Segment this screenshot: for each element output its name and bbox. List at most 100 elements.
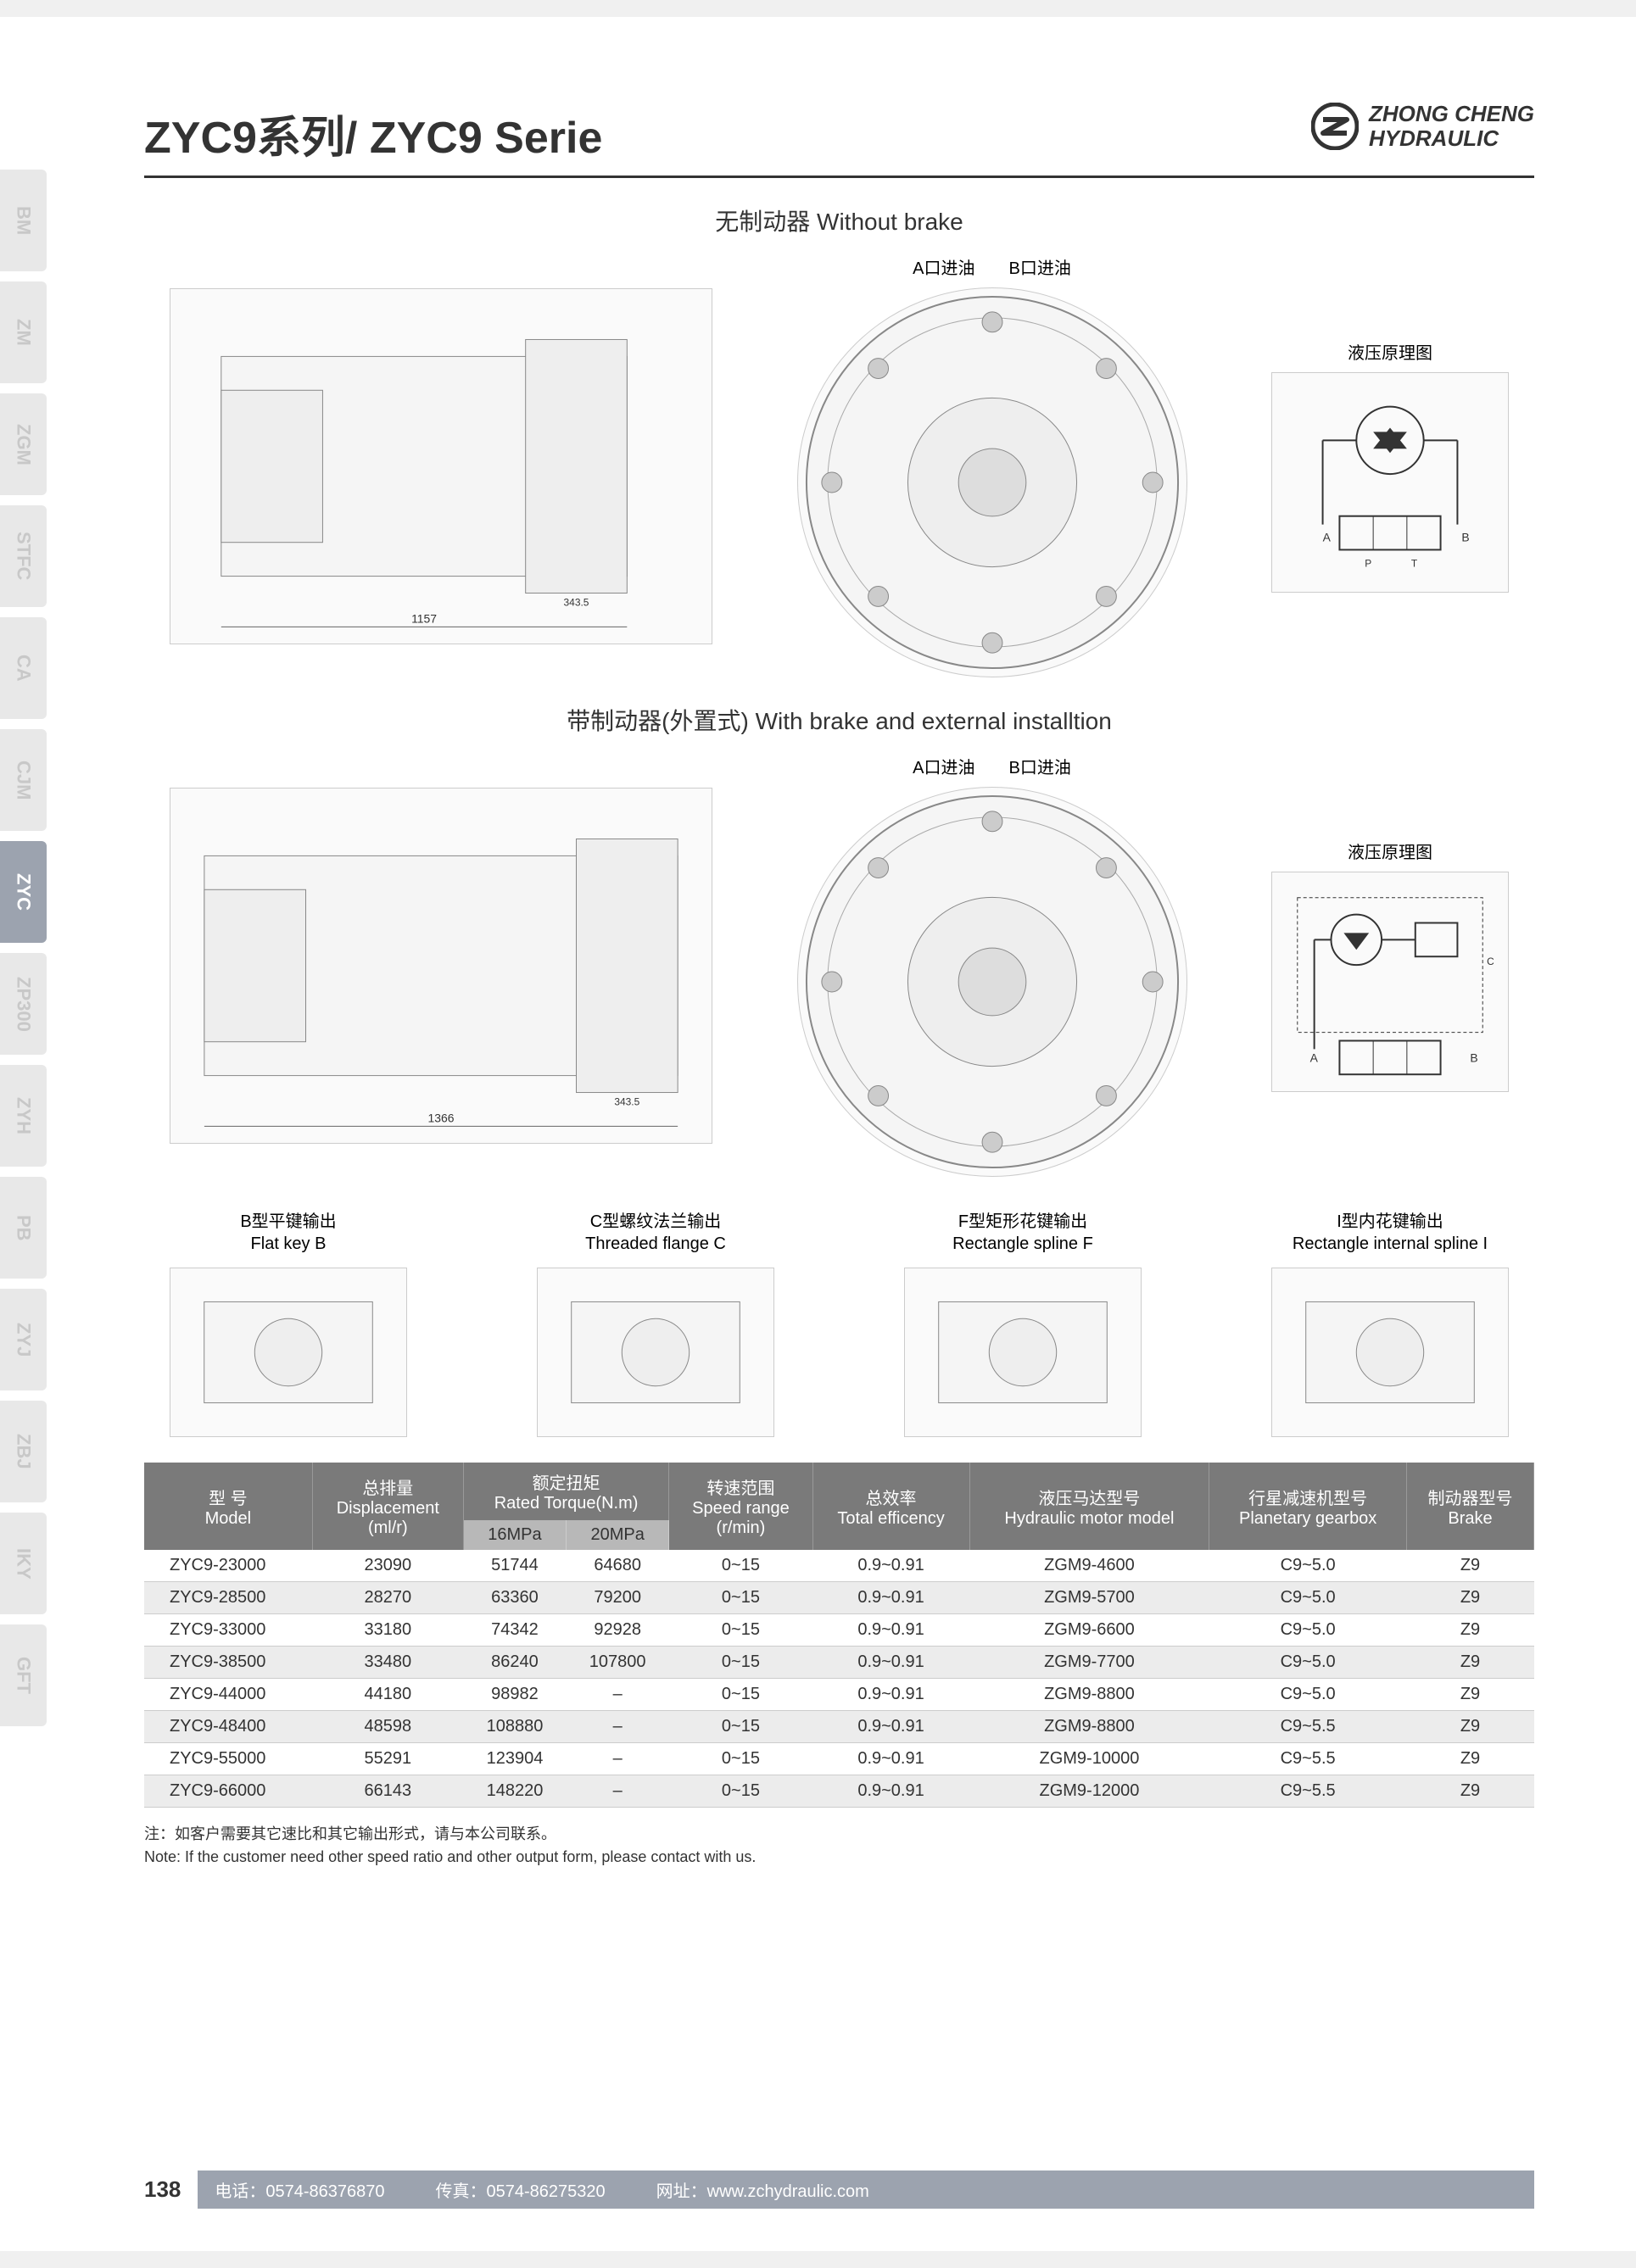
th-20mpa: 20MPa (567, 1520, 669, 1550)
output-type-1: C型螺纹法兰输出Threaded flange C (537, 1211, 774, 1437)
sidebar-tab-cjm[interactable]: CJM (0, 729, 47, 831)
cell-gear: C9~5.0 (1209, 1582, 1407, 1614)
cell-gear: C9~5.0 (1209, 1679, 1407, 1711)
section-title-with-brake: 带制动器(外置式) With brake and external instal… (144, 703, 1534, 737)
table-row: ZYC9-4840048598108880–0~150.9~0.91ZGM9-8… (144, 1711, 1534, 1743)
cell-brake: Z9 (1406, 1647, 1533, 1679)
cell-speed: 0~15 (669, 1582, 812, 1614)
drawing-schematic-1: A B P T (1271, 372, 1509, 593)
brand-line2: HYDRAULIC (1369, 126, 1534, 151)
cell-brake: Z9 (1406, 1743, 1533, 1775)
drawing-side-view-1: 1157 343.5 (170, 288, 712, 644)
svg-text:T: T (1411, 557, 1417, 569)
sidebar-tab-bm[interactable]: BM (0, 170, 47, 271)
cell-t16: 74342 (463, 1614, 566, 1647)
schematic-group-1: 液压原理图 A B P (1271, 339, 1509, 593)
note: 注：如客户需要其它速比和其它输出形式，请与本公司联系。 Note: If the… (144, 1823, 1534, 1869)
cell-motor: ZGM9-4600 (969, 1550, 1209, 1582)
drawing-front-view-2 (797, 787, 1187, 1177)
cell-eff: 0.9~0.91 (812, 1582, 969, 1614)
table-body: ZYC9-230002309051744646800~150.9~0.91ZGM… (144, 1550, 1534, 1808)
note-en: Note: If the customer need other speed r… (144, 1846, 1534, 1869)
sidebar-tab-zyh[interactable]: ZYH (0, 1065, 47, 1167)
diagram-without-brake: 1157 343.5 A口进油 B口进油 (144, 254, 1534, 677)
cell-t20: 64680 (567, 1550, 669, 1582)
cell-brake: Z9 (1406, 1550, 1533, 1582)
sidebar-tab-ca[interactable]: CA (0, 617, 47, 719)
content-area: 无制动器 Without brake 1157 343.5 A口进油 B口进油 (144, 203, 1534, 1869)
sidebar-tab-zbj[interactable]: ZBJ (0, 1401, 47, 1502)
output-type-0: B型平键输出Flat key B (170, 1211, 407, 1437)
cell-disp: 33180 (312, 1614, 463, 1647)
sidebar-tab-gft[interactable]: GFT (0, 1624, 47, 1726)
cell-motor: ZGM9-8800 (969, 1679, 1209, 1711)
sidebar-tab-zp300[interactable]: ZP300 (0, 953, 47, 1055)
table-row: ZYC9-3850033480862401078000~150.9~0.91ZG… (144, 1647, 1534, 1679)
port-a-label-2: A口进油 (913, 754, 974, 778)
cell-t20: 107800 (567, 1647, 669, 1679)
cell-gear: C9~5.0 (1209, 1550, 1407, 1582)
page-title: ZYC9系列/ ZYC9 Serie (144, 102, 602, 165)
cell-brake: Z9 (1406, 1679, 1533, 1711)
footer-web: 网址：www.zchydraulic.com (656, 2177, 869, 2202)
cell-disp: 33480 (312, 1647, 463, 1679)
cell-eff: 0.9~0.91 (812, 1711, 969, 1743)
cell-model: ZYC9-44000 (144, 1679, 312, 1711)
cell-eff: 0.9~0.91 (812, 1775, 969, 1808)
cell-t20: – (567, 1711, 669, 1743)
cell-speed: 0~15 (669, 1679, 812, 1711)
drawing-schematic-2: A B C (1271, 872, 1509, 1092)
diagram-with-brake: 1366 343.5 A口进油 B口进油 (144, 754, 1534, 1177)
table-row: ZYC9-330003318074342929280~150.9~0.91ZGM… (144, 1614, 1534, 1647)
port-a-label: A口进油 (913, 254, 974, 279)
cell-speed: 0~15 (669, 1711, 812, 1743)
th-model: 型 号Model (144, 1463, 312, 1550)
th-16mpa: 16MPa (463, 1520, 566, 1550)
port-b-label: B口进油 (1009, 254, 1071, 279)
sidebar-tab-zyc[interactable]: ZYC (0, 841, 47, 943)
cell-motor: ZGM9-8800 (969, 1711, 1209, 1743)
output-drawing (537, 1268, 774, 1437)
cell-model: ZYC9-48400 (144, 1711, 312, 1743)
cell-brake: Z9 (1406, 1582, 1533, 1614)
output-drawing (1271, 1268, 1509, 1437)
cell-disp: 44180 (312, 1679, 463, 1711)
sidebar-tab-iky[interactable]: IKY (0, 1513, 47, 1614)
sidebar-tab-zgm[interactable]: ZGM (0, 393, 47, 495)
output-title: I型内花键输出Rectangle internal spline I (1271, 1211, 1509, 1255)
th-gear: 行星减速机型号Planetary gearbox (1209, 1463, 1407, 1550)
output-type-3: I型内花键输出Rectangle internal spline I (1271, 1211, 1509, 1437)
sidebar-tab-zm[interactable]: ZM (0, 281, 47, 383)
th-brake: 制动器型号Brake (1406, 1463, 1533, 1550)
cell-disp: 55291 (312, 1743, 463, 1775)
cell-brake: Z9 (1406, 1614, 1533, 1647)
port-labels-1: A口进油 B口进油 (797, 254, 1187, 279)
svg-text:343.5: 343.5 (614, 1095, 639, 1107)
svg-text:B: B (1461, 531, 1469, 544)
cell-gear: C9~5.0 (1209, 1647, 1407, 1679)
note-cn: 注：如客户需要其它速比和其它输出形式，请与本公司联系。 (144, 1823, 1534, 1846)
sidebar-tab-zyj[interactable]: ZYJ (0, 1289, 47, 1390)
svg-text:1366: 1366 (427, 1111, 454, 1124)
brand-logo: ZHONG CHENG HYDRAULIC (1311, 102, 1534, 150)
cell-t20: – (567, 1679, 669, 1711)
svg-text:343.5: 343.5 (564, 596, 589, 608)
cell-t16: 51744 (463, 1550, 566, 1582)
page: BMZMZGMSTFCCACJMZYCZP300ZYHPBZYJZBJIKYGF… (0, 17, 1636, 2251)
output-drawing (904, 1268, 1142, 1437)
footer-tel: 电话：0574-86376870 (215, 2177, 384, 2202)
sidebar-tab-stfc[interactable]: STFC (0, 505, 47, 607)
cell-model: ZYC9-55000 (144, 1743, 312, 1775)
cell-eff: 0.9~0.91 (812, 1647, 969, 1679)
cell-model: ZYC9-23000 (144, 1550, 312, 1582)
footer-fax: 传真：0574-86275320 (436, 2177, 606, 2202)
page-header: ZYC9系列/ ZYC9 Serie ZHONG CHENG HYDRAULIC (144, 102, 1534, 178)
table-row: ZYC9-440004418098982–0~150.9~0.91ZGM9-88… (144, 1679, 1534, 1711)
sidebar-tab-pb[interactable]: PB (0, 1177, 47, 1279)
cell-t20: – (567, 1743, 669, 1775)
table-header: 型 号Model 总排量Displacement(ml/r) 额定扭矩Rated… (144, 1463, 1534, 1550)
svg-text:P: P (1365, 557, 1371, 569)
svg-text:A: A (1323, 531, 1332, 544)
cell-brake: Z9 (1406, 1711, 1533, 1743)
port-labels-2: A口进油 B口进油 (797, 754, 1187, 778)
